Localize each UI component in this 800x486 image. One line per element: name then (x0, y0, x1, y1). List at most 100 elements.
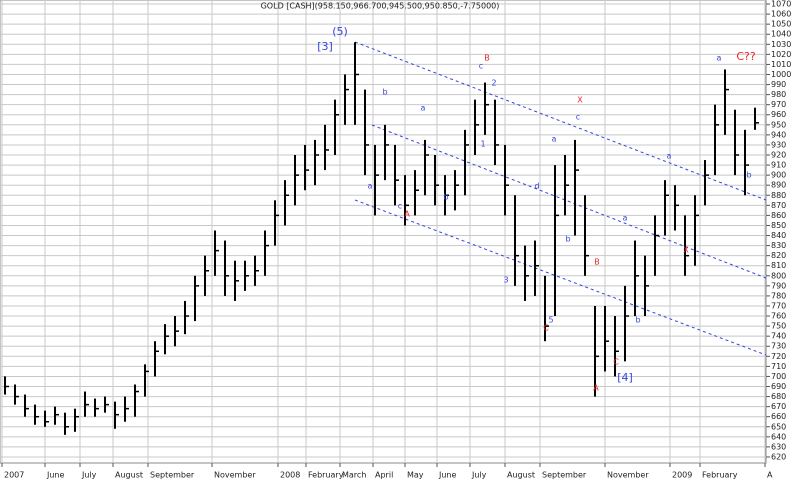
x-tick-label: 2009 (672, 471, 692, 480)
wave-label: X (577, 96, 583, 105)
channel-line (354, 41, 767, 201)
y-tick-label: 930 (771, 140, 786, 149)
y-tick-label: 660 (771, 412, 786, 421)
wave-label: a (667, 152, 672, 161)
x-tick-label: 2008 (280, 471, 300, 480)
wave-label: c (479, 62, 483, 71)
x-tick-label: 2007 (4, 471, 24, 480)
x-tick-label: September (150, 471, 195, 480)
y-tick-label: 1020 (771, 50, 791, 59)
x-tick-label: A (767, 471, 773, 480)
y-tick-label: 720 (771, 352, 786, 361)
y-tick-label: 710 (771, 362, 786, 371)
channel-line (354, 199, 767, 356)
y-tick-label: 1010 (771, 60, 791, 69)
x-tick-label: April (375, 471, 393, 480)
x-tick-label: November (607, 471, 649, 480)
y-tick-label: 940 (771, 130, 786, 139)
wave-label: C (543, 324, 549, 333)
wave-label: a (421, 104, 426, 113)
y-tick-label: 1030 (771, 40, 791, 49)
y-tick-label: 840 (771, 231, 786, 240)
y-tick-label: 850 (771, 221, 786, 230)
wave-label: b (565, 235, 570, 244)
wave-label: 3 (503, 276, 508, 285)
y-tick-label: 900 (771, 171, 786, 180)
y-tick-label: 1000 (771, 70, 791, 79)
bars (4, 42, 759, 435)
y-tick-label: 790 (771, 281, 786, 290)
y-tick-label: 830 (771, 241, 786, 250)
y-tick-label: 650 (771, 422, 786, 431)
y-tick-label: 630 (771, 442, 786, 451)
y-tick-label: 910 (771, 161, 786, 170)
y-tick-label: 770 (771, 301, 786, 310)
y-tick-label: 740 (771, 332, 786, 341)
x-tick-label: August (115, 471, 143, 480)
x-tick-label: June (46, 471, 65, 480)
y-tick-label: 920 (771, 151, 786, 160)
wave-label: [3] (317, 40, 333, 53)
y-tick-label: 820 (771, 251, 786, 260)
wave-label: c (576, 113, 580, 122)
wave-label: B (484, 54, 490, 63)
y-tick-label: 990 (771, 80, 786, 89)
x-tick-label: July (81, 471, 97, 480)
wave-label: X (683, 246, 689, 255)
y-tick-label: 620 (771, 452, 786, 461)
y-tick-label: 750 (771, 322, 786, 331)
x-tick-label: February (702, 471, 738, 480)
y-tick-label: 980 (771, 90, 786, 99)
wave-label: b (635, 316, 640, 325)
wave-label: 1 (480, 140, 485, 149)
plot-area (0, 0, 767, 464)
wave-label: a (717, 54, 722, 63)
y-tick-label: 870 (771, 201, 786, 210)
y-tick-label: 1060 (771, 10, 791, 19)
channel-line (371, 124, 767, 279)
wave-label: B (594, 258, 600, 267)
wave-label: C (613, 358, 619, 367)
x-tick-label: June (438, 471, 457, 480)
x-tick-label: March (342, 471, 366, 480)
chart-title: GOLD [CASH](958.150,966.700,945.500,950.… (261, 2, 500, 11)
y-tick-label: 640 (771, 432, 786, 441)
y-tick-label: 1050 (771, 20, 791, 29)
x-tick-label: September (542, 471, 587, 480)
x-tick-label: July (471, 471, 487, 480)
x-tick-label: February (308, 471, 344, 480)
y-tick-label: 700 (771, 372, 786, 381)
y-tick-label: 780 (771, 291, 786, 300)
y-tick-label: 810 (771, 261, 786, 270)
y-tick-label: 860 (771, 211, 786, 220)
wave-label: [4] (617, 371, 633, 384)
y-tick-label: 880 (771, 191, 786, 200)
wave-label: a (552, 135, 557, 144)
y-tick-label: 1070 (771, 0, 791, 9)
y-tick-label: 970 (771, 100, 786, 109)
wave-label: 5 (548, 316, 553, 325)
wave-label: a (623, 214, 628, 223)
y-tick-label: 1040 (771, 30, 791, 39)
wave-label: C?? (736, 50, 756, 63)
wave-label: c (398, 202, 402, 211)
wave-label: (5) (332, 25, 348, 38)
y-tick-label: 690 (771, 382, 786, 391)
wave-label: A (593, 384, 599, 393)
wave-label: 2 (491, 79, 496, 88)
y-tick-label: 680 (771, 392, 786, 401)
x-tick-label: November (214, 471, 256, 480)
y-tick-label: 890 (771, 181, 786, 190)
wave-label: b (746, 171, 751, 180)
y-tick-label: 670 (771, 402, 786, 411)
y-tick-label: 760 (771, 312, 786, 321)
y-tick-label: 800 (771, 271, 786, 280)
grid (0, 0, 766, 463)
wave-label: d (534, 182, 539, 191)
wave-label: a (368, 182, 373, 191)
y-tick-label: 960 (771, 110, 786, 119)
wave-label: A (404, 210, 410, 219)
wave-label: b (382, 88, 387, 97)
